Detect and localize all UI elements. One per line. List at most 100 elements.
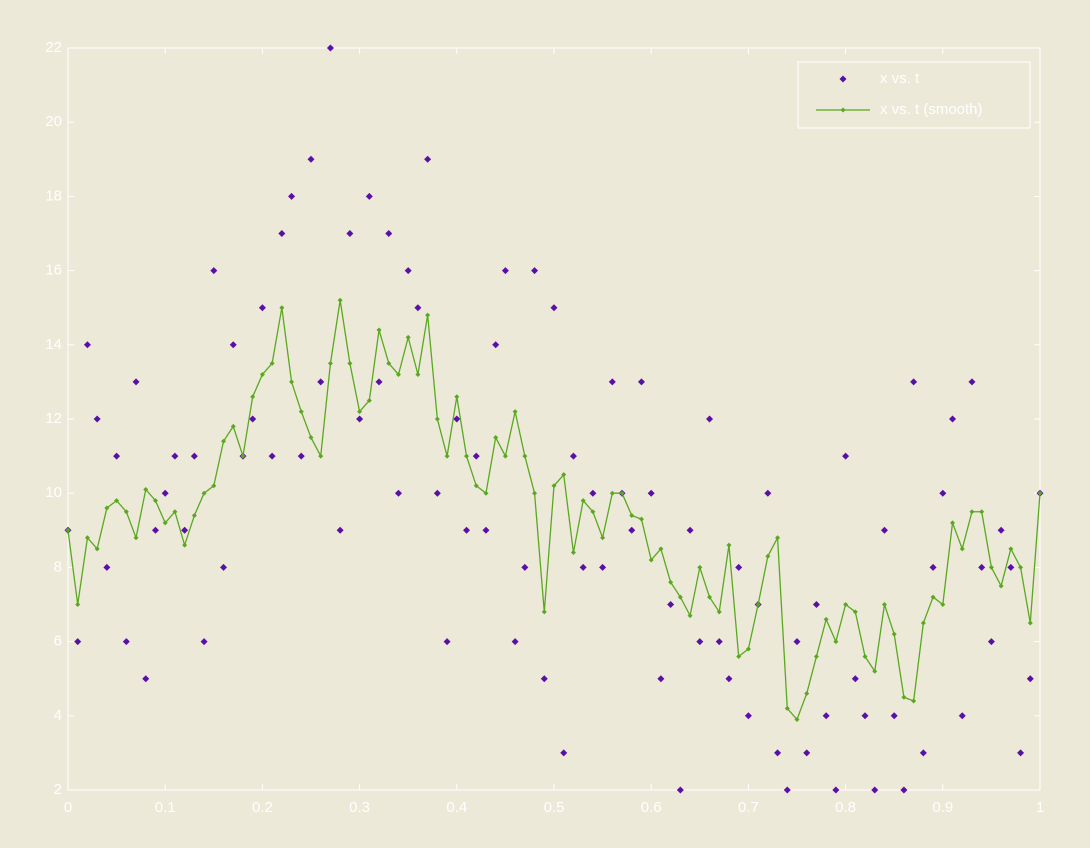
line-marker [1018, 564, 1024, 570]
scatter-point [599, 563, 607, 571]
line-marker [357, 409, 363, 415]
y-tick-label: 16 [45, 262, 62, 279]
line-marker [629, 512, 635, 518]
scatter-point [210, 267, 218, 275]
line-marker [259, 371, 265, 377]
scatter-point [890, 712, 898, 720]
line-marker [201, 490, 207, 496]
scatter-point [307, 155, 315, 163]
line-marker [891, 631, 897, 637]
x-tick-label: 0.6 [641, 799, 662, 816]
scatter-point [220, 563, 228, 571]
line-marker [211, 483, 217, 489]
scatter-point [608, 378, 616, 386]
line-marker [551, 483, 557, 489]
scatter-point [278, 230, 286, 237]
scatter-point [103, 563, 111, 571]
scatter-point [637, 378, 645, 386]
scatter-point [356, 415, 364, 423]
scatter-point [122, 638, 130, 646]
scatter-point [657, 675, 665, 683]
scatter-point [939, 489, 947, 497]
line-marker [1008, 546, 1014, 552]
scatter-point [744, 712, 752, 720]
line-marker [65, 527, 71, 533]
x-tick-label: 0.1 [155, 799, 176, 816]
scatter-point [812, 601, 820, 608]
line-marker [434, 416, 440, 422]
line-marker [959, 546, 965, 552]
line-marker [707, 594, 713, 600]
scatter-point [151, 526, 159, 534]
line-marker [143, 486, 149, 492]
x-tick-label: 0.8 [835, 799, 856, 816]
line-marker [920, 620, 926, 626]
scatter-point [394, 489, 402, 497]
line-marker [930, 594, 936, 600]
legend-label: x vs. t (smooth) [880, 101, 983, 118]
scatter-point [832, 786, 840, 794]
y-tick-label: 20 [45, 113, 62, 130]
scatter-point [326, 44, 334, 52]
scatter-point [375, 378, 383, 386]
line-marker [998, 583, 1004, 589]
line-marker [609, 490, 615, 496]
line-marker [833, 639, 839, 645]
line-marker [444, 453, 450, 459]
scatter-point [249, 415, 257, 423]
line-marker [512, 409, 518, 415]
scatter-point [83, 341, 91, 349]
y-tick-label: 14 [45, 336, 62, 353]
line-marker [969, 509, 975, 515]
line-marker [318, 453, 324, 459]
legend-label: x vs. t [880, 70, 920, 87]
scatter-point [900, 786, 908, 794]
scatter-point [696, 638, 704, 646]
scatter-point [715, 638, 723, 646]
line-marker [1027, 620, 1033, 626]
line-marker [502, 453, 508, 459]
scatter-point [258, 304, 266, 312]
scatter-point [842, 452, 850, 460]
scatter-point [676, 786, 684, 794]
scatter-point [929, 563, 937, 571]
scatter-point [949, 415, 957, 423]
line-marker [366, 397, 372, 403]
line-marker [298, 409, 304, 415]
line-marker [736, 653, 742, 659]
scatter-point [171, 452, 179, 460]
scatter-point [958, 712, 966, 720]
line-marker [172, 509, 178, 515]
scatter-point [424, 155, 432, 163]
line-marker [308, 435, 314, 441]
scatter-point [501, 267, 509, 275]
scatter-point [774, 749, 782, 757]
line-marker [843, 602, 849, 607]
line-marker [658, 546, 664, 552]
line-marker [279, 305, 285, 311]
line-marker [794, 717, 800, 723]
legend-marker [839, 75, 847, 83]
line-marker [687, 613, 693, 619]
line-marker [697, 564, 703, 570]
scatter-point [803, 749, 811, 757]
y-tick-label: 8 [54, 558, 62, 575]
scatter-point [725, 675, 733, 683]
scatter-point [414, 304, 422, 312]
line-marker [386, 360, 392, 366]
scatter-point [550, 304, 558, 312]
scatter-point [880, 526, 888, 534]
scatter-point [851, 675, 859, 683]
line-marker [376, 327, 382, 333]
scatter-point [229, 341, 237, 349]
line-marker [473, 483, 479, 489]
y-tick-label: 4 [54, 707, 62, 724]
scatter-point [968, 378, 976, 386]
scatter-point [74, 638, 82, 646]
line-marker [269, 360, 275, 366]
scatter-point [793, 638, 801, 646]
line-marker [240, 453, 246, 459]
